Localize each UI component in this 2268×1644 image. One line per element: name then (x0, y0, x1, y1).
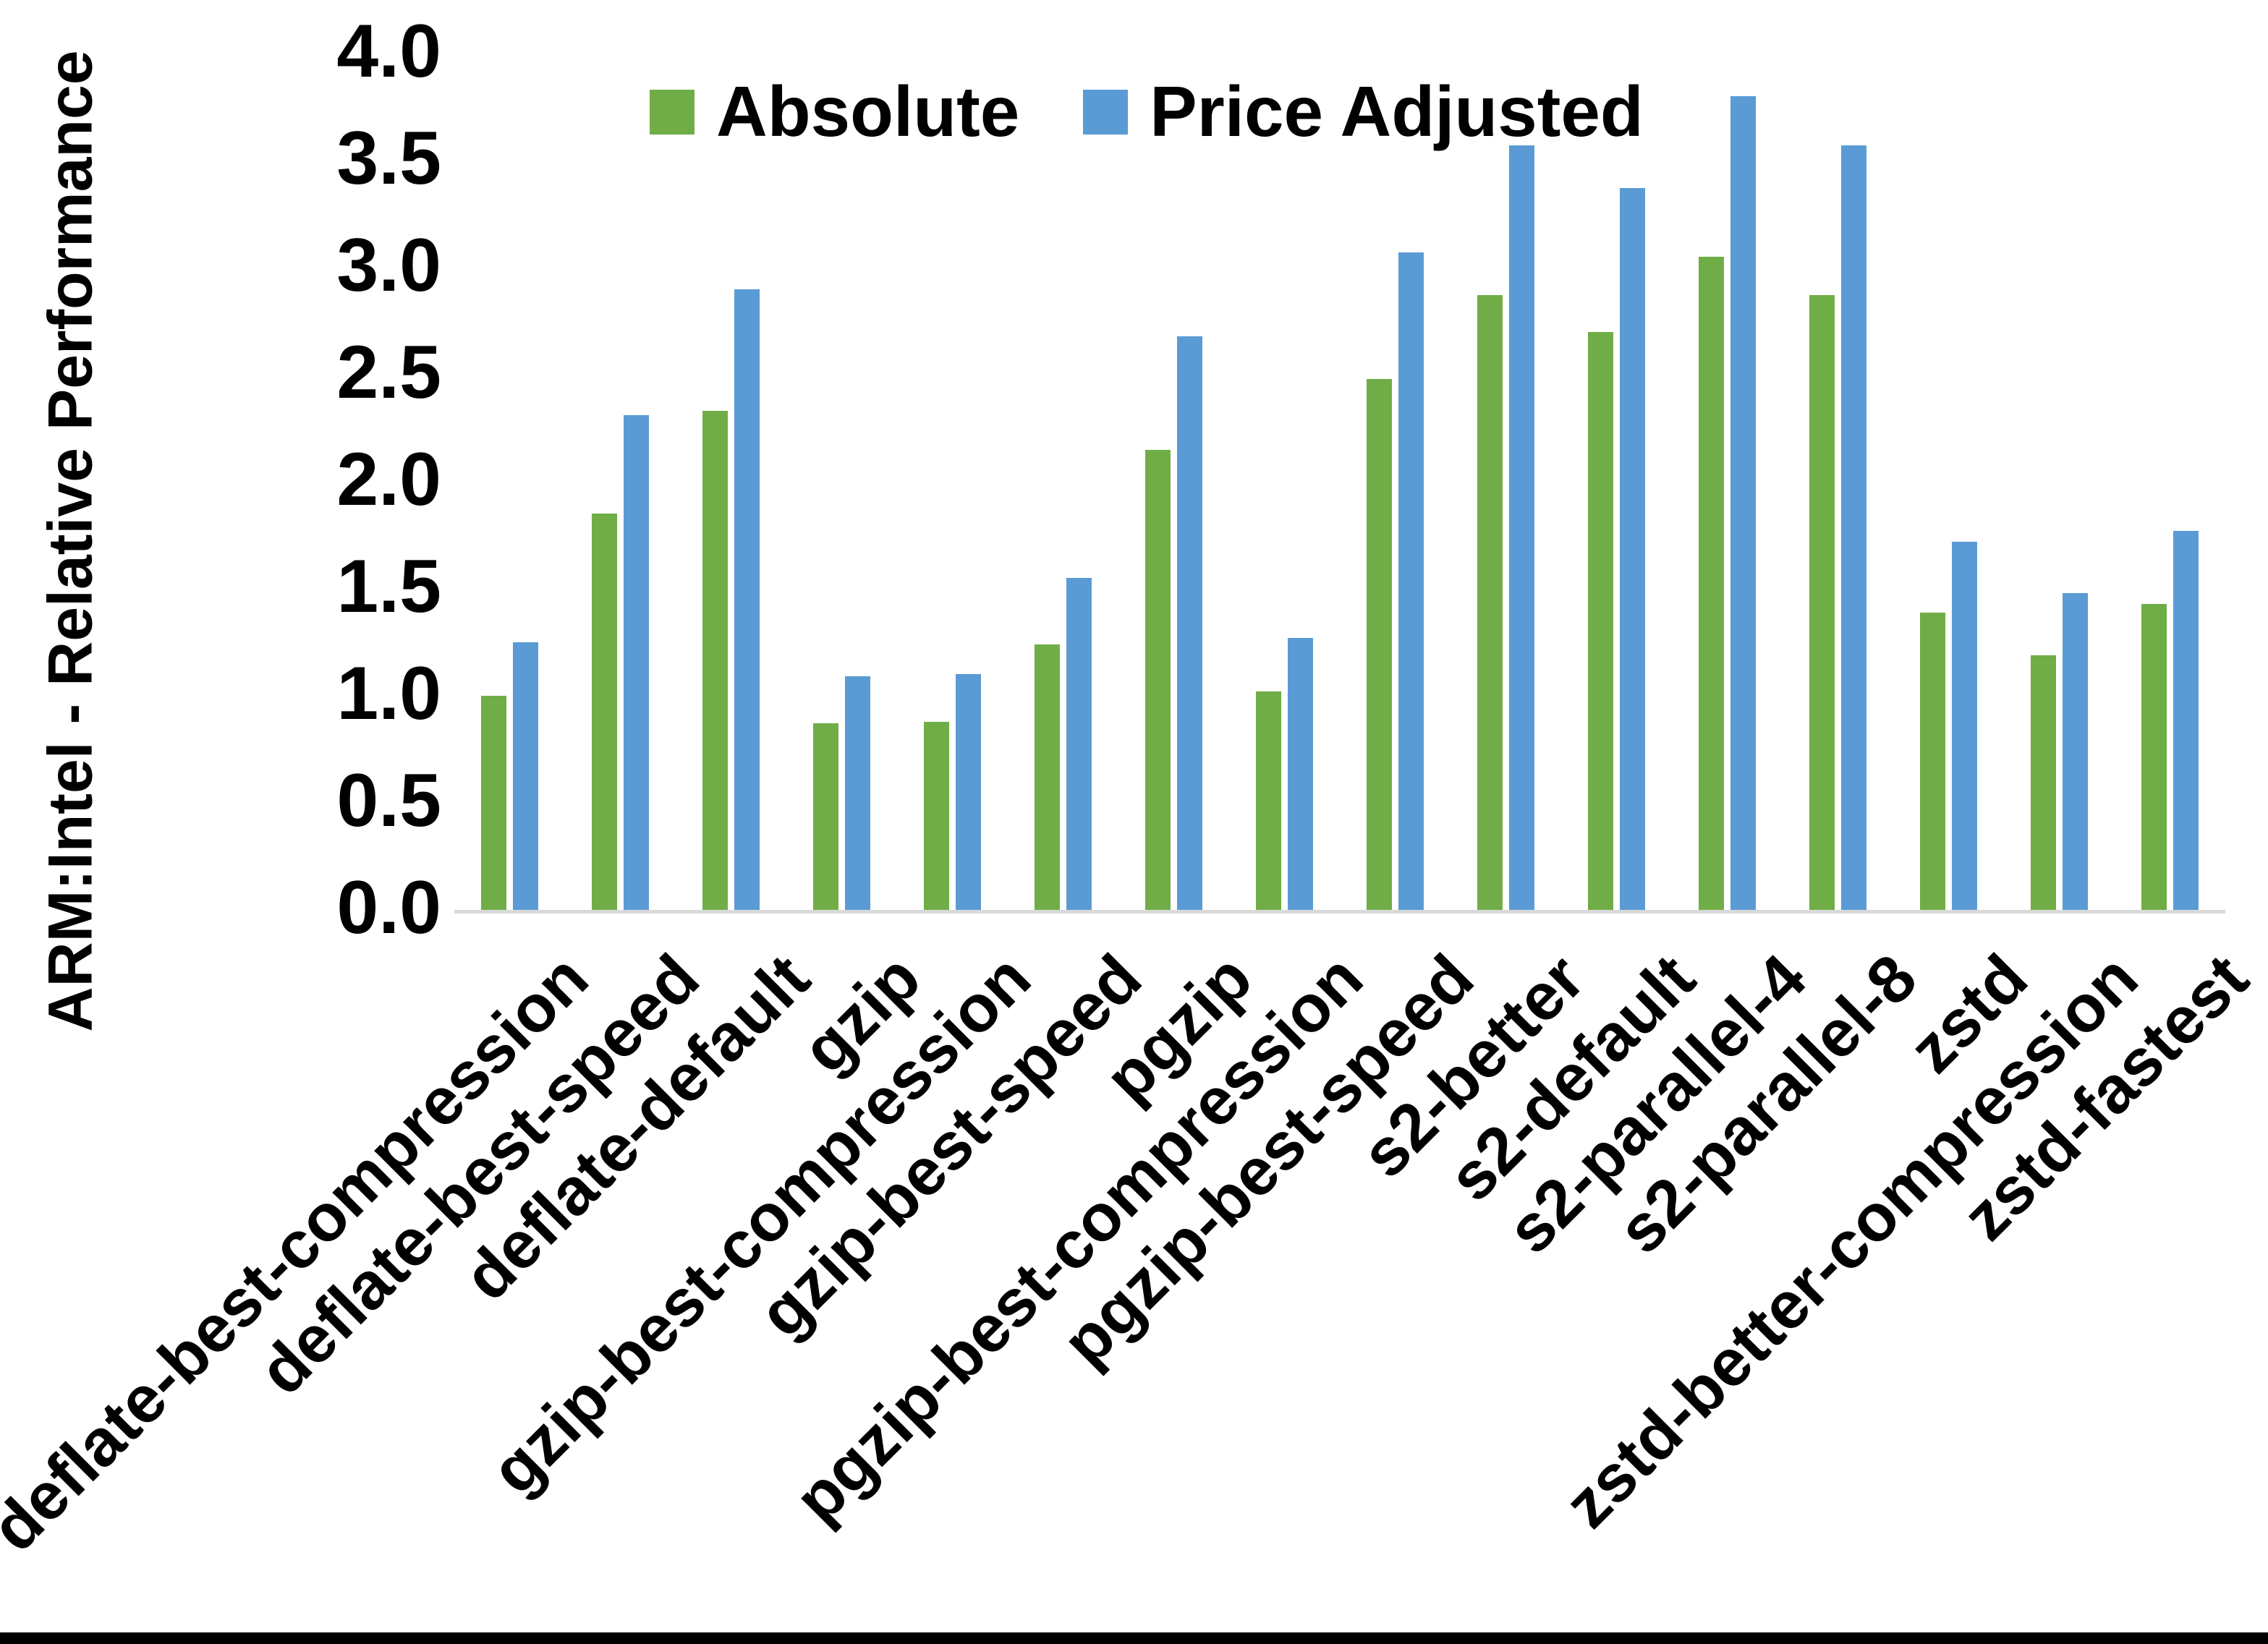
bar-group-pgzip (1118, 54, 1229, 910)
bar-group-zstd-fastest (2115, 54, 2225, 910)
x-tick-label-text: gzip-best-speed (745, 940, 1156, 1352)
bar-absolute-zstd (1920, 613, 1945, 910)
x-tick-label-text: gzip (788, 940, 935, 1087)
bar-group-zstd (1893, 54, 2004, 910)
bar-price-adjusted-pgzip-best-speed (1398, 252, 1424, 910)
bar-price-adjusted-gzip-best-speed (1066, 578, 1092, 910)
bar-price-adjusted-pgzip-best-compression (1288, 638, 1313, 910)
x-tick-label-pgzip-best-speed: pgzip-best-speed (278, 940, 1487, 1380)
plot-area (454, 54, 2225, 913)
bar-group-s2-better (1451, 54, 1561, 910)
bar-absolute-gzip-best-compression (924, 722, 949, 910)
bar-group-pgzip-best-compression (1229, 54, 1340, 910)
bar-price-adjusted-gzip (845, 676, 870, 910)
bar-group-gzip-best-speed (1008, 54, 1118, 910)
y-tick-label: 2.0 (336, 438, 441, 522)
legend-item-absolute: Absolute (650, 71, 1019, 153)
x-tick-label-text: zstd-fastest (1948, 940, 2263, 1255)
bar-group-pgzip-best-speed (1340, 54, 1451, 910)
x-tick-label-gzip-best-compression: gzip-best-compression (0, 940, 1045, 1508)
legend: Absolute Price Adjusted (650, 71, 1644, 153)
x-tick-label-text: s2-parallel-4 (1492, 940, 1820, 1268)
x-tick-label-text: zstd-better-compression (1550, 940, 2152, 1542)
bar-absolute-pgzip-best-speed (1367, 379, 1392, 910)
bar-absolute-deflate-default (702, 411, 728, 910)
y-axis-title: ARM:Intel - Relative Performance (35, 50, 106, 1032)
bar-price-adjusted-zstd (1952, 542, 1977, 910)
bar-price-adjusted-deflate-default (734, 289, 760, 910)
bar-price-adjusted-zstd-fastest (2173, 531, 2199, 910)
bottom-border-bar (0, 1632, 2268, 1644)
x-tick-label-gzip-best-speed: gzip-best-speed (0, 940, 1155, 1351)
y-tick-label: 0.5 (336, 759, 441, 843)
bar-absolute-s2-default (1588, 332, 1613, 910)
x-tick-label-gzip: gzip (0, 940, 934, 1087)
bar-absolute-s2-better (1477, 295, 1503, 910)
x-tick-label-zstd-better-compression: zstd-better-compression (942, 940, 2152, 1542)
y-tick-label: 4.0 (336, 9, 441, 94)
x-tick-label-deflate-default: deflate-default (0, 940, 824, 1315)
bar-absolute-gzip (813, 723, 838, 910)
x-tick-label-text: pgzip (1091, 940, 1267, 1116)
x-tick-label-pgzip: pgzip (56, 940, 1266, 1116)
bar-price-adjusted-zstd-better-compression (2063, 593, 2088, 910)
x-tick-label-s2-better: s2-better (388, 940, 1598, 1192)
x-tick-label-zstd-fastest: zstd-fastest (1053, 940, 2263, 1255)
bar-group-gzip (786, 54, 897, 910)
bar-absolute-deflate-best-compression (481, 696, 506, 910)
bar-price-adjusted-s2-parallel-8 (1841, 145, 1866, 910)
y-tick-label: 1.5 (336, 545, 441, 629)
x-tick-label-s2-parallel-8: s2-parallel-8 (721, 940, 1931, 1268)
bar-absolute-pgzip-best-compression (1256, 691, 1281, 910)
bar-price-adjusted-gzip-best-compression (956, 674, 981, 910)
x-tick-label-text: deflate-default (449, 940, 824, 1315)
bar-group-gzip-best-compression (897, 54, 1008, 910)
x-tick-label-text: s2-default (1434, 940, 1710, 1216)
bar-price-adjusted-s2-better (1509, 145, 1534, 910)
legend-label-price-adjusted: Price Adjusted (1150, 72, 1644, 151)
legend-swatch-absolute-icon (650, 89, 695, 135)
legend-swatch-price-adjusted-icon (1083, 89, 1129, 135)
y-tick-label: 3.5 (336, 116, 441, 201)
bar-price-adjusted-deflate-best-compression (513, 642, 538, 910)
x-tick-label-zstd: zstd (831, 940, 2041, 1087)
bar-group-deflate-best-compression (454, 54, 565, 910)
bar-group-s2-parallel-8 (1783, 54, 1893, 910)
x-tick-label-text: pgzip-best-speed (1048, 940, 1488, 1380)
bar-group-deflate-default (676, 54, 786, 910)
x-tick-label-text: deflate-best-speed (245, 940, 713, 1409)
y-tick-label: 2.5 (336, 331, 441, 415)
y-tick-label: 1.0 (336, 652, 441, 736)
bar-group-s2-parallel-4 (1672, 54, 1783, 910)
bar-absolute-gzip-best-speed (1035, 644, 1060, 910)
bar-absolute-zstd-better-compression (2031, 655, 2056, 910)
x-tick-label-text: s2-parallel-8 (1603, 940, 1931, 1268)
bar-absolute-deflate-best-speed (592, 514, 617, 910)
bar-group-s2-default (1561, 54, 1672, 910)
y-tick-label: 0.0 (336, 866, 441, 950)
bar-absolute-s2-parallel-8 (1809, 295, 1835, 910)
x-tick-label-text: pgzip-best-compression (781, 940, 1377, 1537)
x-tick-label-s2-parallel-4: s2-parallel-4 (610, 940, 1820, 1268)
legend-label-absolute: Absolute (716, 72, 1020, 151)
bar-group-zstd-better-compression (2004, 54, 2115, 910)
bar-price-adjusted-s2-parallel-4 (1730, 96, 1756, 910)
x-tick-label-text: gzip-best-compression (477, 940, 1045, 1508)
legend-item-price-adjusted: Price Adjusted (1083, 71, 1644, 153)
x-tick-label-s2-default: s2-default (499, 940, 1709, 1215)
y-tick-label: 3.0 (336, 223, 441, 308)
bar-price-adjusted-pgzip (1177, 336, 1202, 910)
bar-price-adjusted-deflate-best-speed (624, 415, 649, 910)
bar-absolute-s2-parallel-4 (1699, 257, 1724, 910)
bar-absolute-zstd-fastest (2141, 604, 2167, 910)
bar-price-adjusted-s2-default (1620, 188, 1645, 910)
x-tick-label-text: zstd (1895, 940, 2042, 1087)
x-tick-label-text: deflate-best-compression (0, 940, 603, 1566)
x-tick-label-text: s2-better (1347, 940, 1599, 1192)
bar-group-deflate-best-speed (565, 54, 676, 910)
x-tick-label-pgzip-best-compression: pgzip-best-compression (167, 940, 1377, 1537)
bar-absolute-pgzip (1145, 450, 1171, 910)
